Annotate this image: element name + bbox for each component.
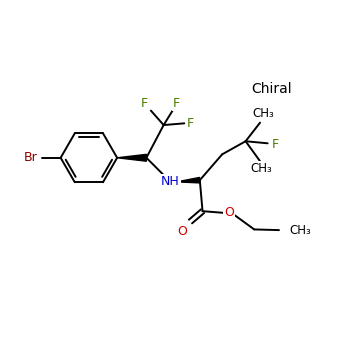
Text: CH₃: CH₃: [289, 224, 311, 237]
Polygon shape: [177, 177, 200, 183]
Text: CH₃: CH₃: [253, 107, 274, 120]
Text: NH: NH: [161, 175, 180, 188]
Text: F: F: [187, 117, 194, 130]
Text: F: F: [173, 97, 180, 110]
Text: F: F: [141, 97, 148, 110]
Text: F: F: [272, 138, 279, 150]
Text: CH₃: CH₃: [250, 162, 272, 175]
Text: Chiral: Chiral: [251, 82, 292, 96]
Text: Br: Br: [23, 151, 37, 164]
Text: O: O: [177, 225, 187, 238]
Text: O: O: [224, 206, 234, 219]
Polygon shape: [117, 154, 146, 161]
